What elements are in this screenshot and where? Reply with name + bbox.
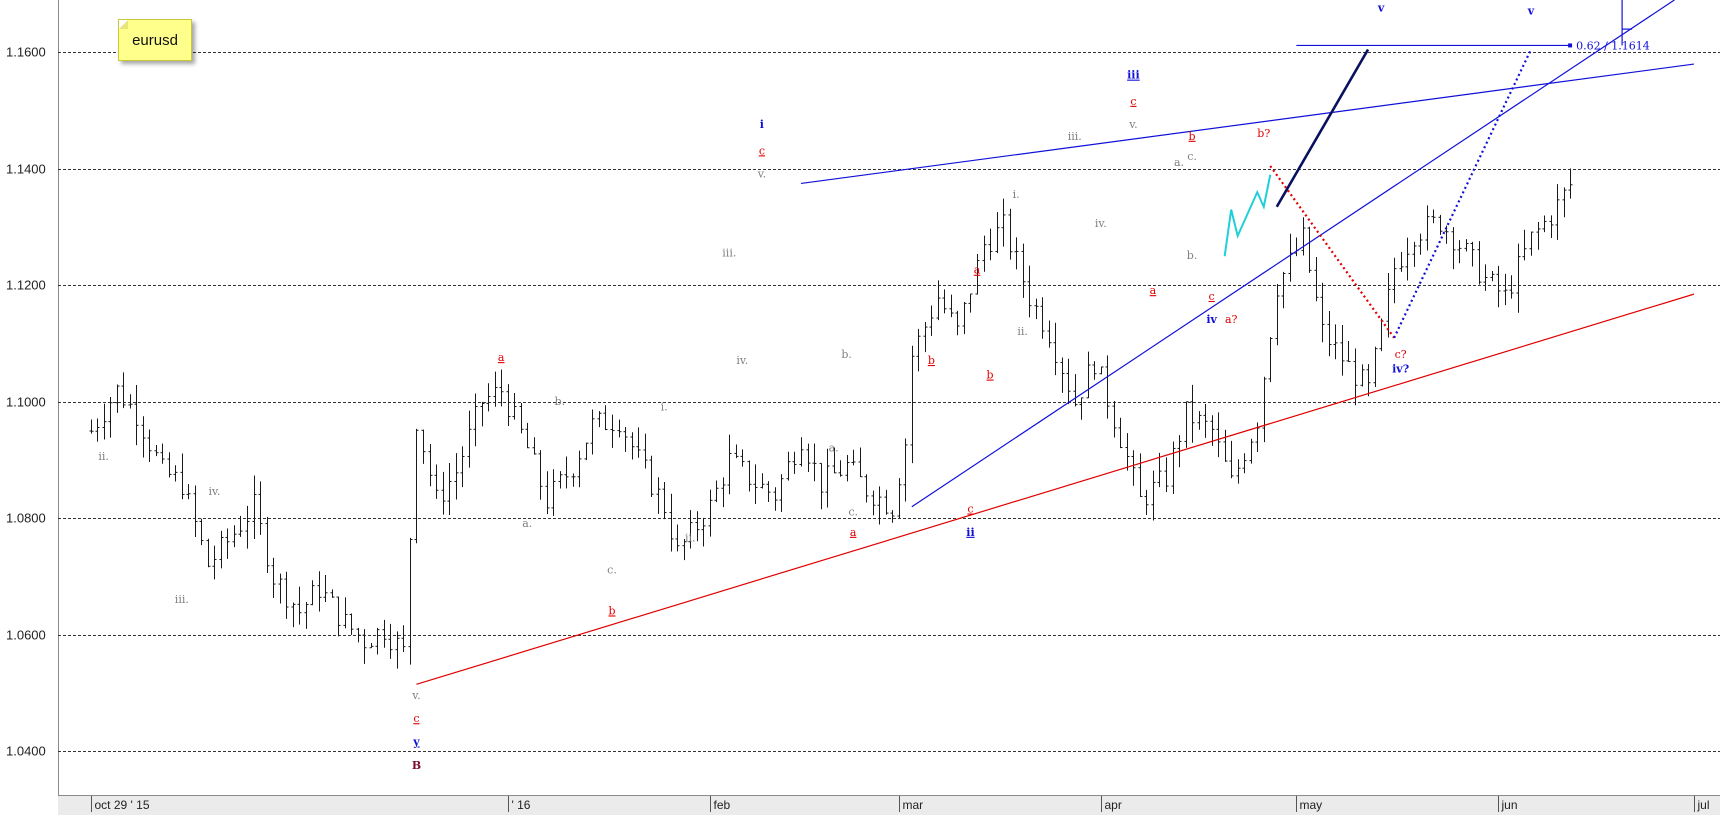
- x-tick-label: mar: [903, 798, 924, 812]
- wave-label: y: [412, 735, 420, 748]
- y-tick-label: 1.1200: [6, 278, 46, 293]
- wave-label: v.: [1128, 118, 1137, 131]
- wave-label: v: [1527, 5, 1535, 18]
- y-tick-label: 1.0400: [6, 744, 46, 759]
- symbol-label: eurusd: [132, 31, 178, 49]
- wave-label: ii.: [98, 450, 109, 463]
- wave-label: b: [987, 369, 994, 382]
- wave-label: b.: [555, 395, 566, 408]
- wave-label: iii.: [1068, 130, 1082, 143]
- wave-label: b: [928, 354, 935, 367]
- wave-label: a: [1150, 284, 1157, 297]
- wave-label: c: [967, 503, 973, 516]
- wave-label: i.: [661, 401, 668, 414]
- wave-label: c: [1130, 95, 1136, 108]
- wave-label: a: [850, 526, 857, 539]
- wave-label: B: [412, 759, 421, 772]
- wave-label: c.: [607, 564, 617, 577]
- projection-line[interactable]: [1269, 165, 1396, 339]
- y-tick-label: 1.0800: [6, 511, 46, 526]
- y-tick-label: 1.1600: [6, 45, 46, 60]
- wave-label: iii.: [722, 246, 736, 259]
- x-tick-label: feb: [714, 798, 731, 812]
- wave-label: iv.: [208, 485, 220, 498]
- trend-line[interactable]: [800, 63, 1695, 185]
- wave-label: i: [760, 118, 764, 131]
- wave-label: a: [498, 351, 505, 364]
- fib-target-label: 0.62 / 1.1614: [1576, 39, 1650, 52]
- wave-label: a.: [522, 517, 532, 530]
- wave-label: a?: [1225, 313, 1238, 326]
- wave-label: i.: [1013, 188, 1020, 201]
- wave-label: ii: [966, 526, 974, 539]
- wave-label: b: [1189, 130, 1196, 143]
- wave-label: b?: [1257, 127, 1270, 140]
- wave-label: iii.: [175, 593, 189, 606]
- wave-label: a: [974, 264, 981, 277]
- wave-label: ii.: [685, 532, 696, 545]
- wave-label: c.: [1187, 150, 1197, 163]
- y-tick-label: 1.1000: [6, 395, 46, 410]
- wave-label: b: [608, 604, 615, 617]
- time-axis: [0, 796, 1720, 815]
- wave-label: a.: [829, 441, 839, 454]
- wave-label: v: [1377, 2, 1385, 15]
- fib-marker: [1568, 43, 1573, 48]
- x-tick-label: may: [1300, 798, 1323, 812]
- wave-label: b.: [1187, 249, 1198, 262]
- x-tick-label: ' 16: [512, 798, 531, 812]
- wave-label: iv: [1206, 313, 1217, 326]
- wave-label: c.: [848, 505, 858, 518]
- wave-label: c: [413, 712, 419, 725]
- wave-label: iv.: [736, 354, 748, 367]
- price-scale: [0, 0, 58, 815]
- y-tick-label: 1.0600: [6, 628, 46, 643]
- wave-label: v.: [411, 689, 420, 702]
- x-tick-label: jul: [1697, 798, 1710, 812]
- projection-line[interactable]: [1393, 49, 1532, 339]
- trend-line[interactable]: [911, 0, 1675, 508]
- wave-label: c: [759, 144, 765, 157]
- wave-label: iv?: [1392, 363, 1409, 376]
- cyan-swing: [1223, 174, 1272, 257]
- trend-line[interactable]: [416, 293, 1695, 685]
- wave-label: iv.: [1095, 217, 1107, 230]
- wave-label: a.: [1174, 156, 1184, 169]
- wave-label: v.: [757, 168, 766, 181]
- x-tick-label: apr: [1105, 798, 1122, 812]
- symbol-note: eurusd: [118, 19, 192, 61]
- ohlc-bars: [89, 168, 1573, 669]
- wave-label: c: [1209, 290, 1215, 303]
- wave-label: iii: [1127, 69, 1140, 82]
- wave-label: ii.: [1017, 325, 1028, 338]
- x-tick-label: jun: [1501, 798, 1518, 812]
- cyan-wave: [1223, 174, 1272, 257]
- y-tick-label: 1.1400: [6, 162, 46, 177]
- projection-line[interactable]: [1275, 48, 1370, 208]
- x-tick-label: oct 29 ' 15: [95, 798, 150, 812]
- note-fold: [119, 20, 128, 29]
- wave-label: b.: [841, 348, 852, 361]
- wave-label: c?: [1395, 348, 1407, 361]
